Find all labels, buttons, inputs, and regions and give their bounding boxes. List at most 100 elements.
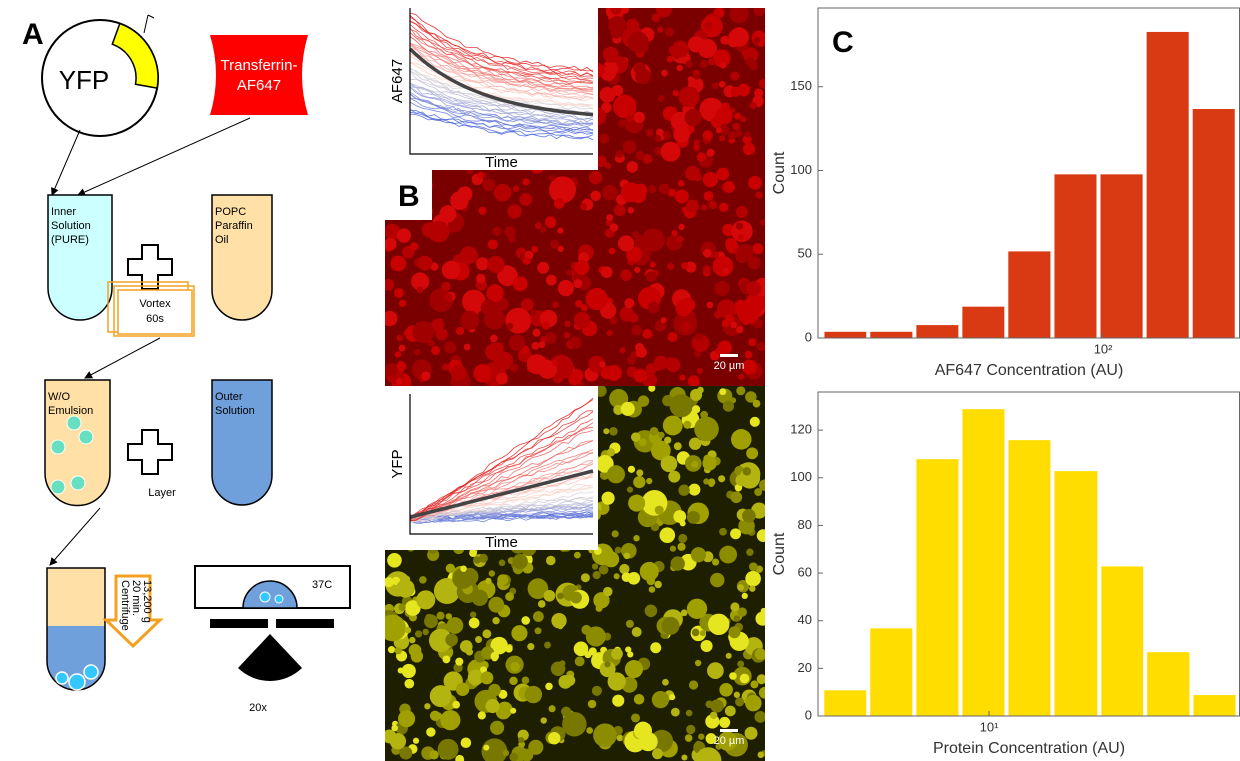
vesicle [435, 328, 448, 341]
vesicle [428, 628, 453, 653]
vesicle [633, 535, 640, 542]
vesicle [631, 627, 642, 637]
vesicle [502, 749, 510, 757]
vesicle [748, 338, 757, 347]
vesicle [745, 694, 762, 712]
vesicle [755, 191, 763, 199]
vesicle [737, 607, 747, 617]
vesicle [728, 626, 741, 639]
vesicle [733, 615, 741, 622]
y-tick-label: 20 [798, 660, 812, 675]
vesicle [708, 480, 715, 487]
vesicle [492, 617, 500, 625]
inset-trace [409, 87, 594, 123]
vesicle [722, 223, 735, 237]
vesicle [498, 689, 508, 699]
vesicle [410, 242, 419, 251]
vesicle [585, 287, 608, 311]
vesicle [416, 286, 424, 294]
vesicle [627, 207, 635, 214]
vesicle [712, 558, 720, 566]
vesicle [452, 700, 461, 709]
vesicle [752, 399, 761, 408]
vesicle [654, 135, 662, 142]
vesicle [642, 328, 653, 339]
vesicle [532, 611, 544, 622]
inset-trace [409, 399, 594, 522]
vesicle [548, 731, 561, 745]
vesicle [497, 574, 509, 586]
vesicle [702, 171, 719, 188]
vesicle [488, 596, 505, 613]
objective-label: 20x [249, 702, 267, 714]
vesicle [462, 289, 486, 314]
vesicle [512, 276, 528, 292]
bar [915, 458, 960, 717]
vesicle [603, 428, 610, 435]
vesicle [685, 199, 700, 213]
vesicle [385, 614, 406, 642]
vesicle [678, 86, 700, 108]
vesicle [686, 510, 700, 524]
vesicle [527, 643, 535, 651]
vesicle [716, 167, 730, 181]
vesicle [667, 332, 678, 342]
layer-label: Layer [148, 487, 176, 499]
vesicle [650, 440, 671, 461]
tube-label: W/O [48, 391, 70, 403]
vesicle [733, 691, 741, 698]
vesicle [521, 676, 530, 685]
vesicle [655, 128, 664, 137]
vesicle [620, 8, 630, 14]
vesicle [735, 130, 743, 137]
vesicle [469, 549, 477, 558]
vesicle [557, 280, 575, 297]
tube-label: Emulsion [48, 405, 93, 417]
vesicle [615, 150, 624, 158]
vesicle [605, 365, 622, 381]
vesicle [625, 619, 634, 628]
vesicle [719, 125, 730, 135]
vesicle [431, 345, 441, 356]
vesicle [568, 373, 581, 386]
vesicle [478, 553, 488, 563]
vesicle [557, 245, 564, 253]
vesicle [601, 102, 612, 113]
inset-trace [409, 109, 594, 135]
vesicle [498, 559, 506, 567]
vesicle [441, 260, 461, 280]
vesicle [403, 330, 411, 337]
vesicle [685, 60, 693, 68]
vesicle [429, 685, 452, 708]
plasmid-gene [111, 22, 159, 89]
vesicle [694, 333, 704, 342]
vesicle [574, 656, 585, 667]
vesicle [719, 527, 727, 536]
vesicle [398, 710, 416, 728]
vesicle [557, 227, 564, 234]
vesicle [613, 204, 626, 217]
vesicle [440, 710, 461, 731]
vesicle [647, 301, 660, 314]
x-tick-label: 10² [1094, 341, 1113, 356]
vesicle [659, 527, 676, 544]
vesicle [442, 655, 451, 664]
vesicle [618, 235, 635, 252]
vesicle [725, 237, 738, 250]
vesicle [606, 448, 616, 457]
vesicle [719, 545, 738, 564]
vesicle [599, 661, 616, 678]
vesicle [690, 388, 703, 402]
vesicle [524, 685, 543, 704]
vesicle [428, 220, 450, 243]
vesicle [602, 46, 619, 63]
vesicle [595, 604, 603, 612]
vesicle [509, 752, 518, 761]
vesicle [707, 58, 716, 66]
inset-background [385, 386, 598, 550]
vesicle [444, 341, 457, 354]
arrow [84, 337, 161, 379]
vesicle [480, 299, 497, 317]
vesicle [450, 191, 469, 210]
vesicle [412, 737, 420, 744]
